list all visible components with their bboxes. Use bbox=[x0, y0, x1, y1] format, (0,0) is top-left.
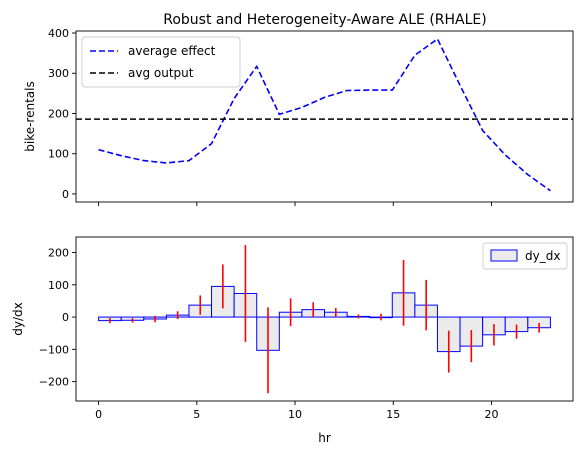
top-ytick-label: 400 bbox=[48, 27, 69, 40]
bottom-ytick-label: 0 bbox=[62, 311, 69, 324]
top-ylabel: bike-rentals bbox=[23, 81, 37, 152]
bottom-axes: −200 −100 0 100 200 0 5 10 15 20 dy/dx hr dy_dx bbox=[11, 236, 574, 445]
bottom-xtick-label: 20 bbox=[484, 408, 498, 421]
top-ytick-label: 100 bbox=[48, 148, 69, 161]
bottom-ytick-label: 100 bbox=[48, 279, 69, 292]
bottom-legend: dy_dx bbox=[482, 242, 568, 270]
top-ytick-label: 300 bbox=[48, 67, 69, 80]
top-ytick-label: 200 bbox=[48, 107, 69, 120]
bottom-ytick-label: −100 bbox=[39, 343, 69, 356]
bottom-xtick-label: 15 bbox=[386, 408, 400, 421]
top-legend-label: average effect bbox=[128, 44, 216, 58]
top-ytick-label: 0 bbox=[62, 188, 69, 201]
bottom-xtick-label: 5 bbox=[193, 408, 200, 421]
bottom-xlabel: hr bbox=[318, 431, 331, 445]
bottom-frame bbox=[75, 236, 574, 402]
average-effect-line bbox=[98, 37, 551, 192]
top-legend: average effect avg output bbox=[81, 36, 241, 88]
chart-title: Robust and Heterogeneity-Aware ALE (RHAL… bbox=[163, 12, 486, 28]
bottom-ylabel: dy/dx bbox=[11, 302, 25, 335]
bottom-legend-swatch bbox=[490, 249, 518, 262]
bottom-ytick-label: 200 bbox=[48, 246, 69, 259]
bottom-xtick-label: 0 bbox=[95, 408, 102, 421]
bottom-ytick-label: −200 bbox=[39, 376, 69, 389]
top-frame bbox=[75, 30, 574, 203]
top-legend-label: avg output bbox=[128, 66, 194, 80]
bottom-legend-label: dy_dx bbox=[525, 249, 560, 263]
top-legend-box bbox=[81, 36, 241, 88]
bottom-xtick-label: 10 bbox=[288, 408, 302, 421]
